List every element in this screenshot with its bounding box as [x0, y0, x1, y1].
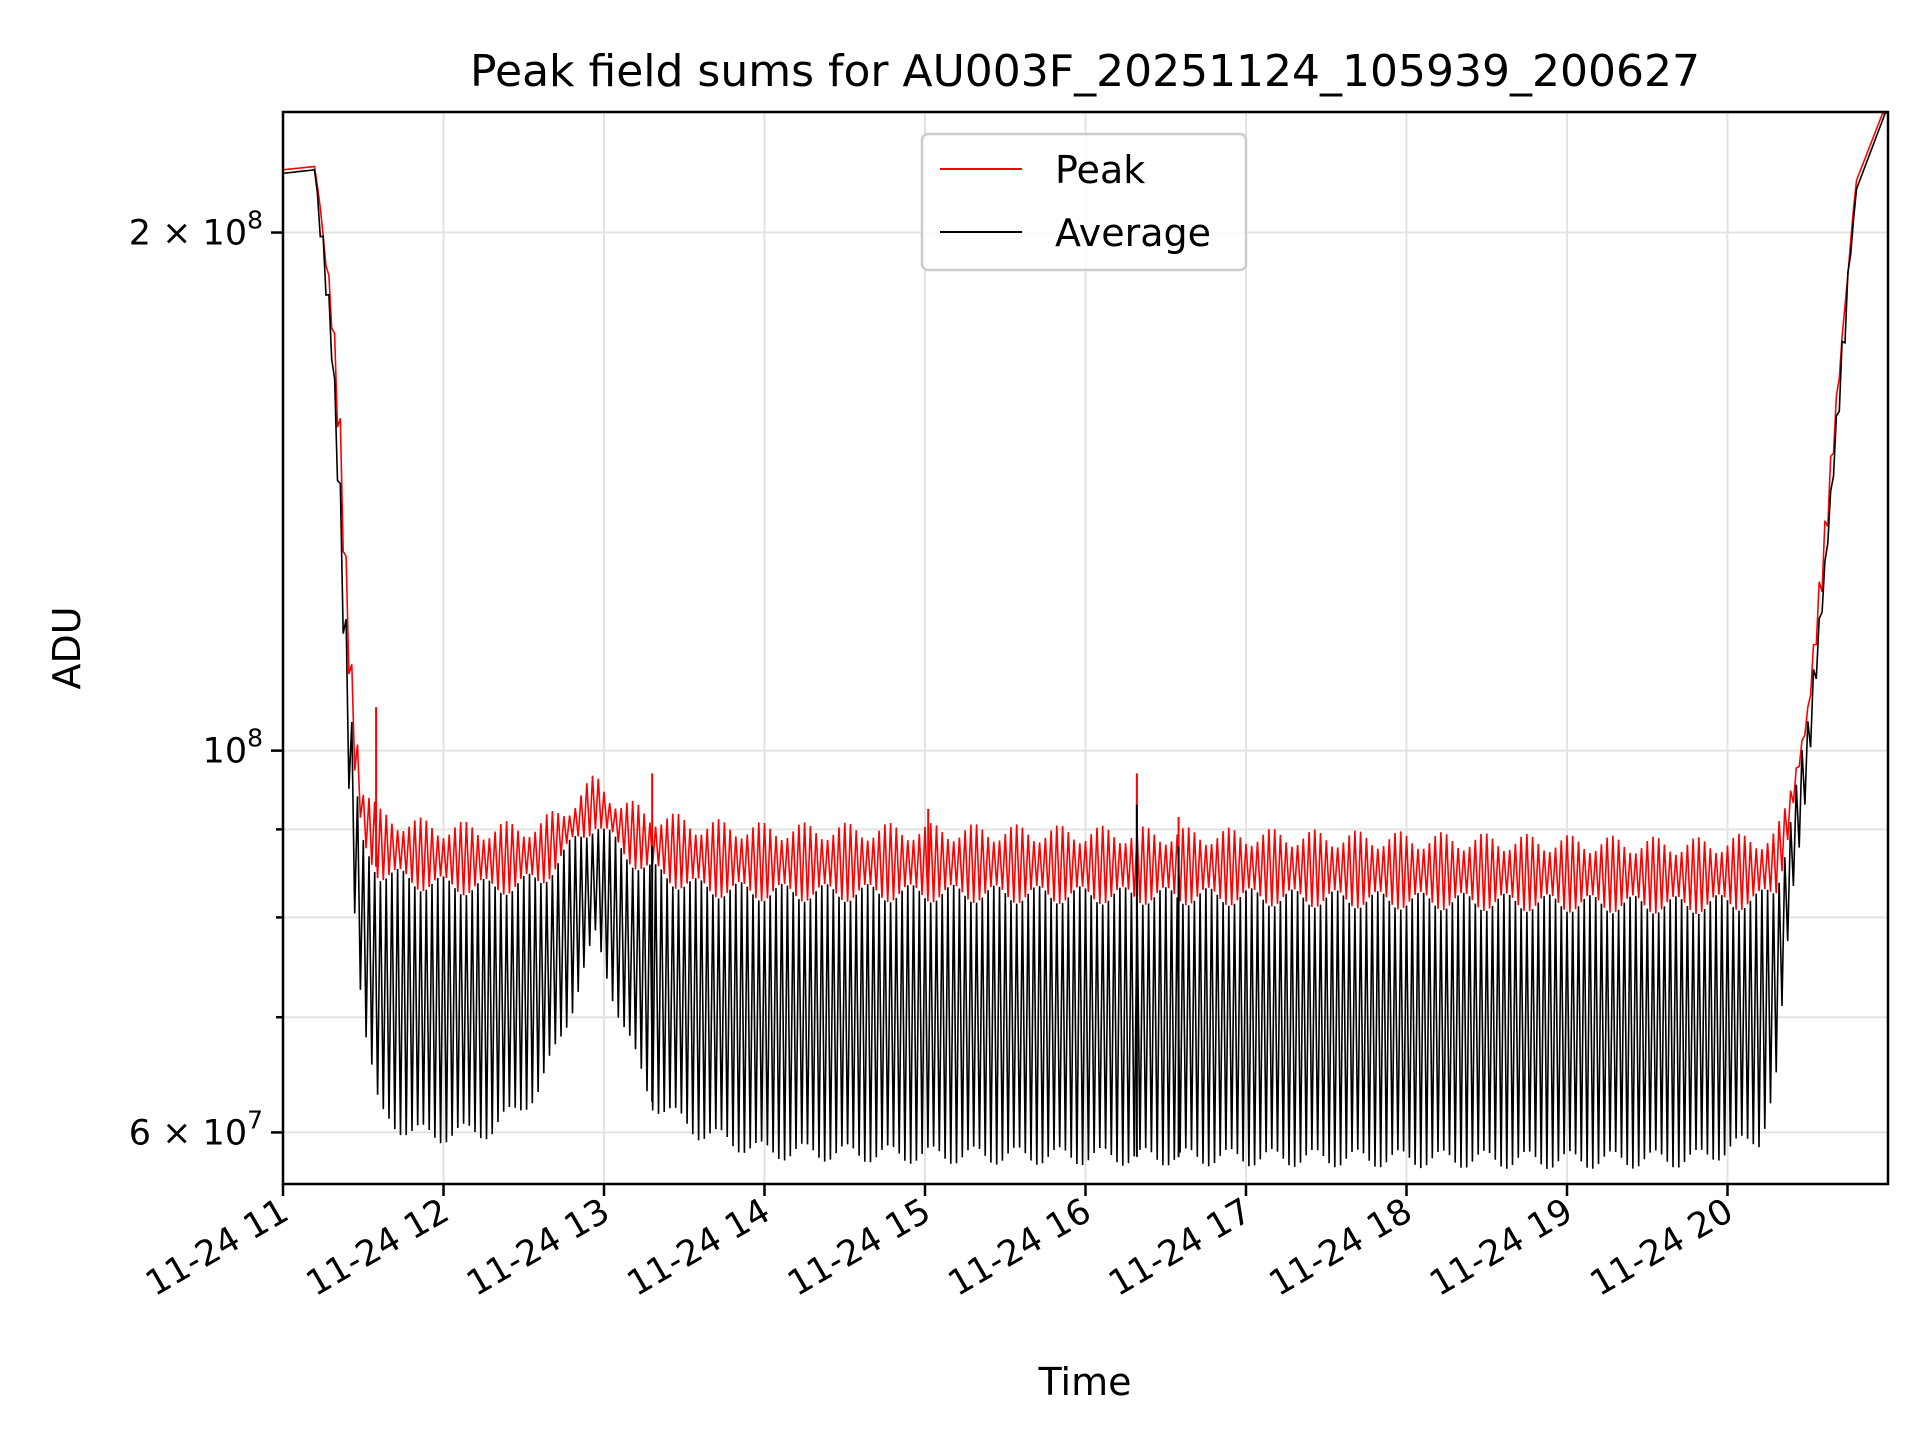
- x-tick-label: 11-24 18: [1263, 1191, 1419, 1304]
- x-tick-label: 11-24 19: [1423, 1191, 1579, 1304]
- series-average-line: [282, 111, 1889, 1169]
- y-axis-ticks: 6 × 107 108 2 × 108: [129, 206, 283, 1153]
- legend: Peak Average: [920, 132, 1248, 272]
- y-tick-label: 108: [203, 724, 263, 772]
- x-tick-label: 11-24 20: [1584, 1191, 1740, 1304]
- chart-title: Peak field sums for AU003F_20251124_1059…: [470, 46, 1700, 97]
- series-peak-line: [282, 111, 1888, 915]
- x-tick-label: 11-24 15: [781, 1191, 937, 1304]
- x-tick-label: 11-24 17: [1102, 1191, 1258, 1304]
- x-tick-label: 11-24 12: [300, 1191, 456, 1304]
- x-tick-label: 11-24 11: [139, 1191, 295, 1304]
- x-axis-label: Time: [1038, 1360, 1132, 1404]
- series-layer: [282, 111, 1889, 1169]
- y-axis-label: ADU: [45, 606, 89, 689]
- legend-peak-label: Peak: [1055, 148, 1145, 192]
- y-tick-label: 6 × 107: [129, 1105, 263, 1153]
- y-tick-label: 2 × 108: [129, 206, 263, 254]
- x-axis-ticks: 11-24 11 11-24 12 11-24 13 11-24 14 11-24 15…: [139, 1184, 1740, 1304]
- x-tick-label: 11-24 16: [942, 1191, 1098, 1304]
- legend-average-label: Average: [1055, 211, 1211, 255]
- x-tick-label: 11-24 14: [621, 1191, 777, 1304]
- grid-lines: [282, 112, 1888, 1184]
- x-tick-label: 11-24 13: [460, 1191, 616, 1304]
